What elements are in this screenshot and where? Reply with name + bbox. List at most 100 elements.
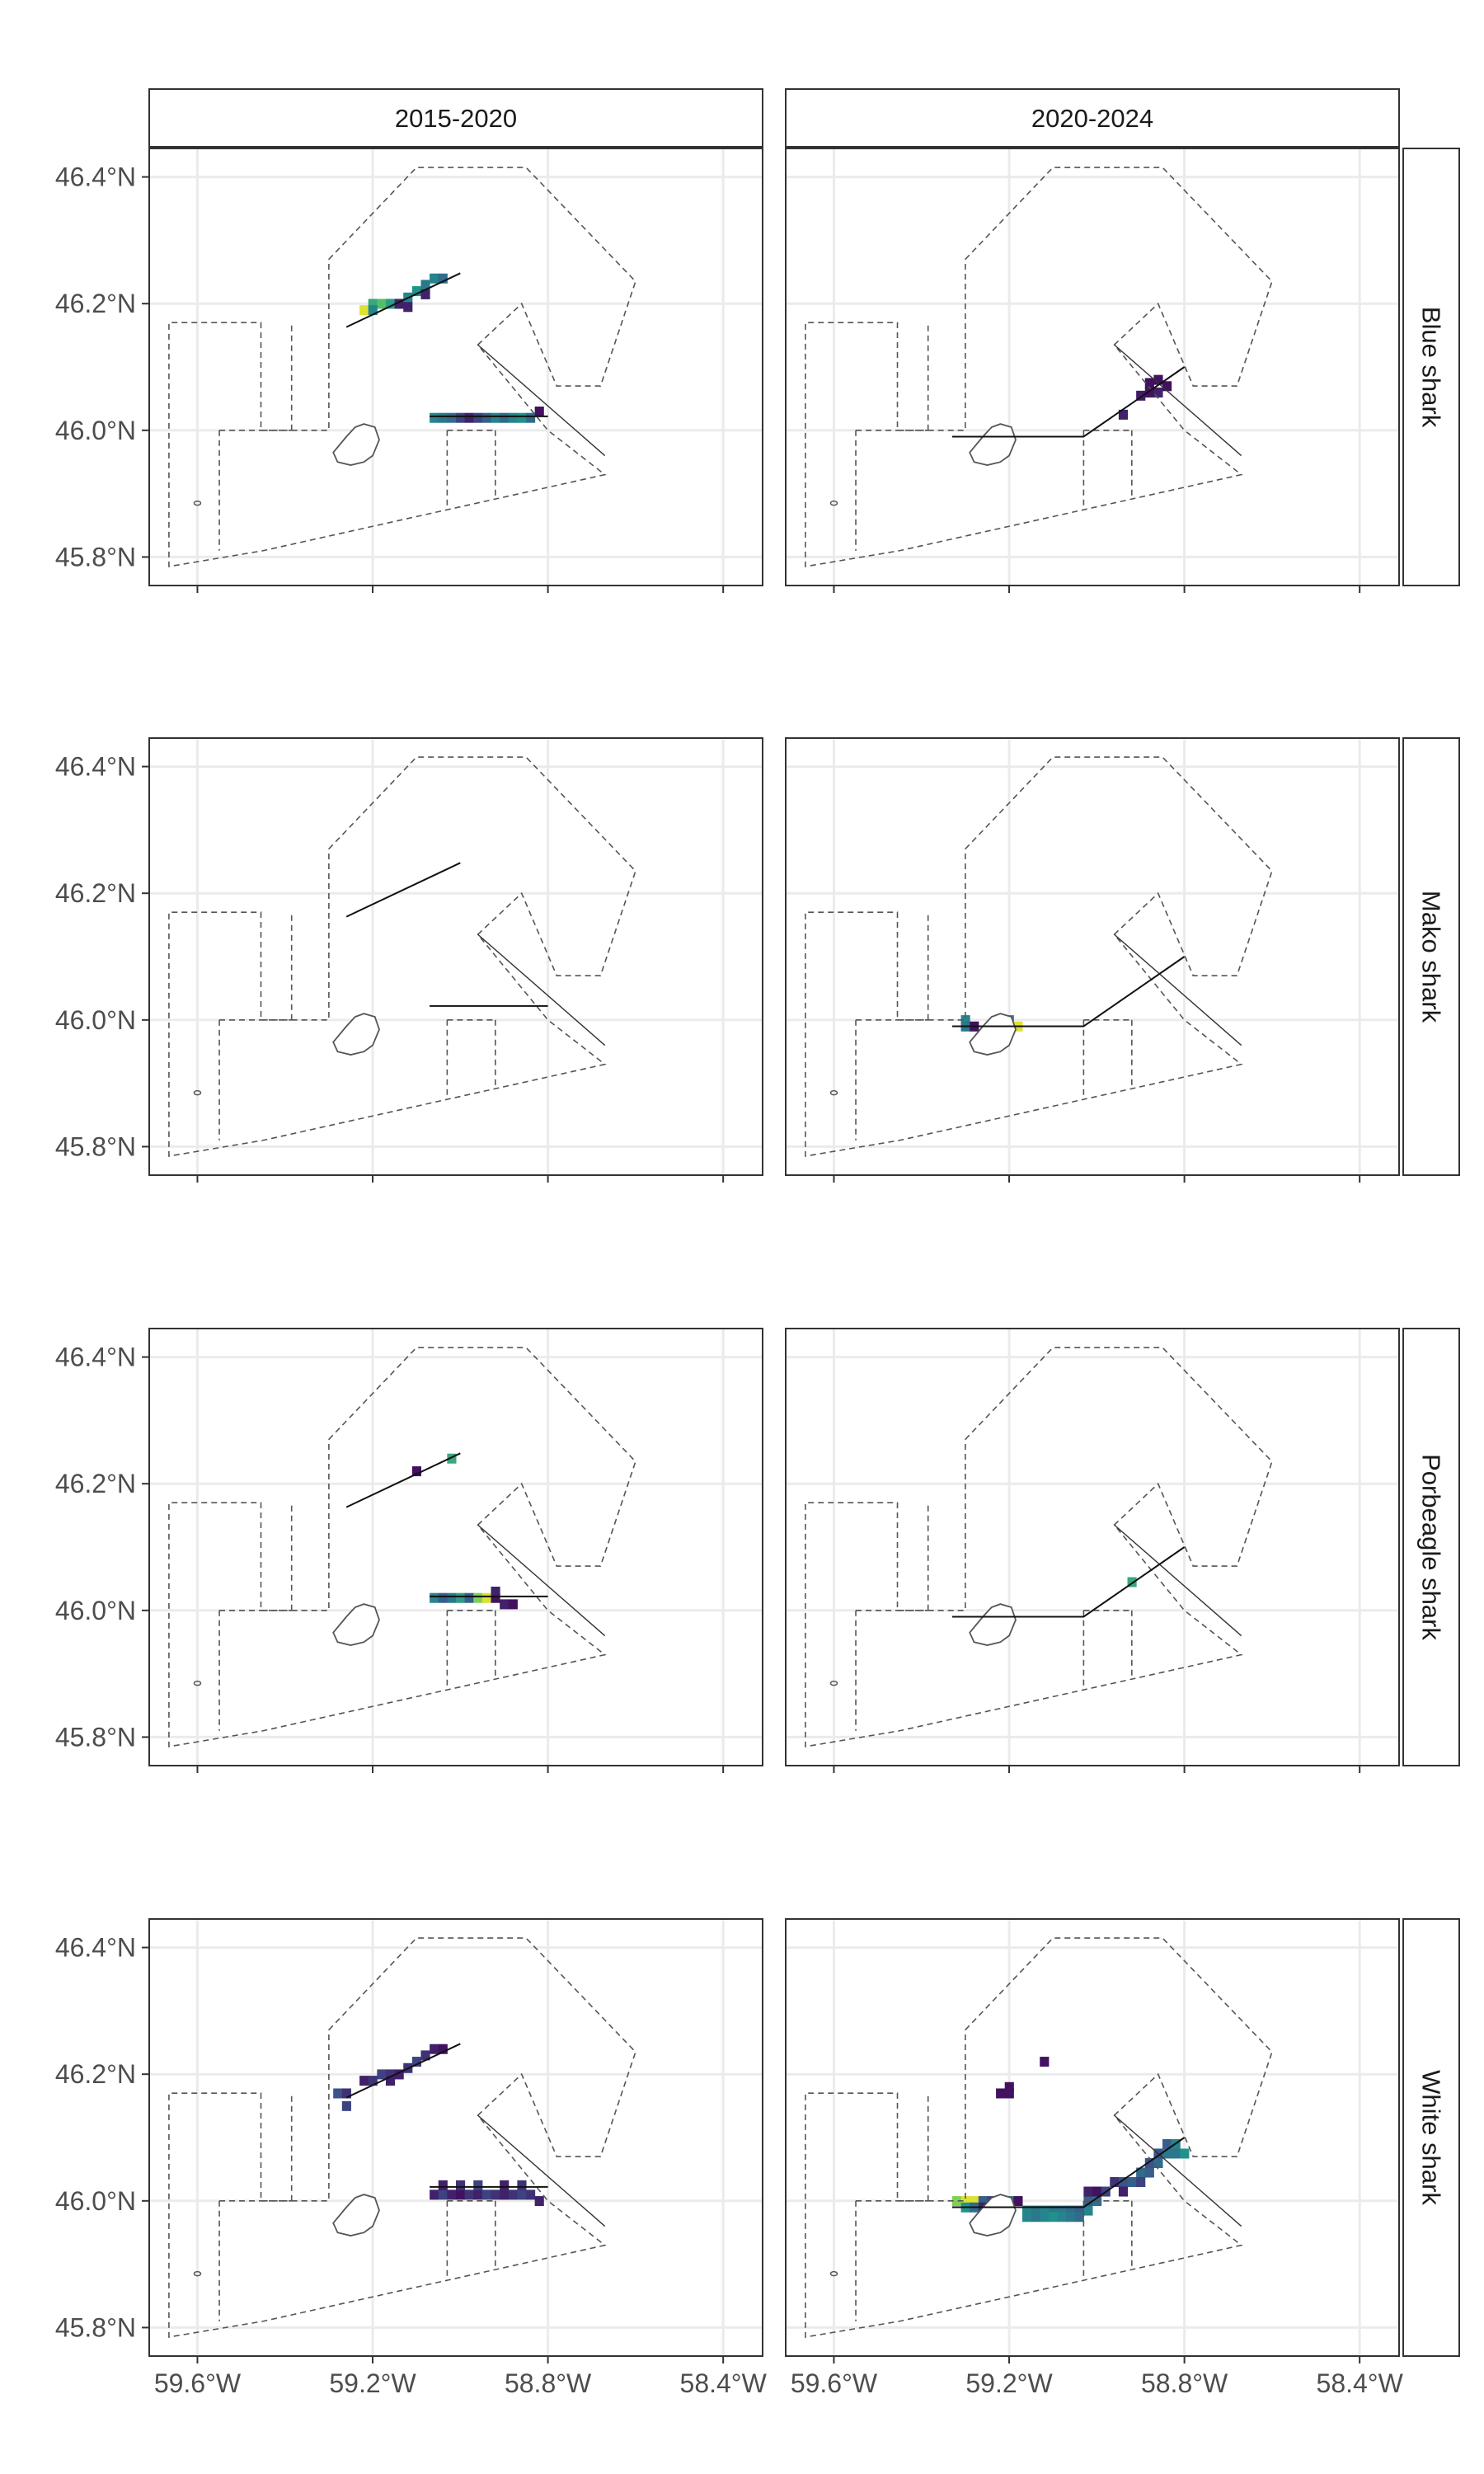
island-outline	[969, 1013, 1017, 1056]
column-strip-1	[785, 88, 1400, 148]
panel-border	[785, 737, 1400, 1176]
heat-cell	[1144, 378, 1154, 388]
heat-cell	[978, 2196, 988, 2207]
heat-cell	[1127, 1577, 1137, 1587]
heat-cell	[447, 2189, 457, 2200]
heat-cell	[500, 1599, 510, 1610]
heat-cell	[368, 2076, 378, 2086]
heat-cell	[456, 2189, 466, 2200]
heat-cell	[517, 412, 527, 423]
panel-border	[785, 148, 1400, 586]
heat-cell	[377, 2069, 387, 2080]
heat-cell	[951, 2196, 962, 2207]
heat-cell	[1153, 374, 1163, 385]
heat-cell	[1040, 2057, 1050, 2067]
panel-border	[785, 1328, 1400, 1766]
y-tick-label: 46.2°N	[55, 289, 136, 318]
heat-cell	[1144, 387, 1154, 397]
heat-cell	[1118, 2177, 1129, 2188]
heat-cell	[996, 2088, 1006, 2099]
column-strip-label: 2020-2024	[1031, 104, 1153, 133]
heat-cell	[447, 1453, 457, 1464]
heat-cell	[456, 2180, 466, 2190]
panel-background	[786, 1919, 1399, 2356]
heat-cell	[1118, 409, 1129, 420]
x-tick-label: 59.6°W	[791, 2368, 878, 2398]
heat-cell	[430, 2189, 439, 2200]
zone-channel-line	[1114, 2114, 1242, 2227]
heat-cell	[464, 2189, 474, 2200]
heat-cell	[341, 2088, 351, 2099]
panel-background	[149, 1329, 763, 1766]
transect-line	[951, 956, 1186, 1028]
y-tick-label: 46.2°N	[55, 2059, 136, 2089]
heat-cell	[473, 1592, 483, 1603]
heat-cell	[430, 412, 439, 423]
heat-cell	[411, 2057, 421, 2067]
receiver-marker	[829, 1680, 838, 1686]
heat-cell	[1040, 2212, 1050, 2222]
panel-background	[786, 738, 1399, 1175]
heat-cell	[473, 2180, 483, 2190]
heat-cell	[1066, 2205, 1076, 2216]
heat-cell	[1048, 2212, 1058, 2222]
transect-line	[345, 1452, 461, 1508]
transect-line	[951, 366, 1186, 438]
panel-background	[786, 148, 1399, 586]
heat-cell	[1031, 2205, 1040, 2216]
heat-cell	[526, 412, 536, 423]
heat-cell	[1136, 390, 1146, 401]
heat-cell	[411, 1466, 421, 1477]
heat-cell	[1171, 2148, 1181, 2159]
y-tick-label: 46.0°N	[55, 416, 136, 445]
heat-cell	[517, 2180, 527, 2190]
column-strip-0	[148, 88, 763, 148]
zone-channel-line	[1114, 1524, 1242, 1637]
panel-background	[149, 1919, 763, 2356]
row-strip-label: Porbeagle shark	[1417, 1454, 1446, 1640]
heat-cell	[1021, 2212, 1032, 2222]
transect-line	[951, 1546, 1186, 1618]
map-panel: 59.6°W 59.2°W 58.8°W 58.4°W	[785, 1918, 1404, 2398]
heat-cell	[438, 2044, 448, 2054]
transect-line	[951, 2137, 1186, 2208]
heat-cell	[420, 2050, 430, 2061]
heat-cell	[430, 2044, 439, 2054]
heat-cell	[403, 302, 413, 313]
island-outline	[332, 1013, 380, 1056]
x-tick-label: 58.8°W	[1141, 2368, 1228, 2398]
heat-cell	[1074, 2205, 1084, 2216]
heat-cell	[491, 1587, 500, 1597]
y-tick-label: 45.8°N	[55, 1131, 136, 1161]
column-strip-label: 2015-2020	[395, 104, 517, 133]
zone-boundary	[805, 167, 1273, 567]
row-strip-3	[1402, 1918, 1460, 2357]
heat-cell	[960, 1015, 970, 1026]
heat-cell	[500, 2180, 510, 2190]
heat-cell	[508, 2189, 518, 2200]
zone-channel-line	[477, 2114, 606, 2227]
heat-cell	[438, 2189, 448, 2200]
y-tick-label: 46.0°N	[55, 1596, 136, 1625]
panel-border	[148, 148, 763, 586]
zone-channel-line	[1114, 344, 1242, 457]
heat-cell	[430, 273, 439, 284]
heat-cell	[377, 299, 387, 309]
map-panel: 45.8°N 46.0°N 46.2°N 46.4°N 59.6°W 59.2°W 58.8…	[55, 1918, 768, 2398]
zone-boundary	[168, 1937, 636, 2338]
heat-cell	[491, 412, 500, 423]
heat-cell	[1048, 2205, 1058, 2216]
receiver-marker	[829, 2270, 838, 2277]
heat-cell	[1021, 2205, 1032, 2216]
panel-border	[785, 1918, 1400, 2357]
heat-cell	[1074, 2212, 1084, 2222]
heat-cell	[500, 412, 510, 423]
heat-cell	[508, 1599, 518, 1610]
heat-cell	[447, 1592, 457, 1603]
island-outline	[332, 423, 380, 466]
heat-cell	[456, 412, 466, 423]
heat-cell	[1144, 2157, 1154, 2168]
heat-cell	[1153, 2157, 1163, 2168]
receiver-marker	[193, 500, 202, 506]
heat-cell	[411, 286, 421, 297]
